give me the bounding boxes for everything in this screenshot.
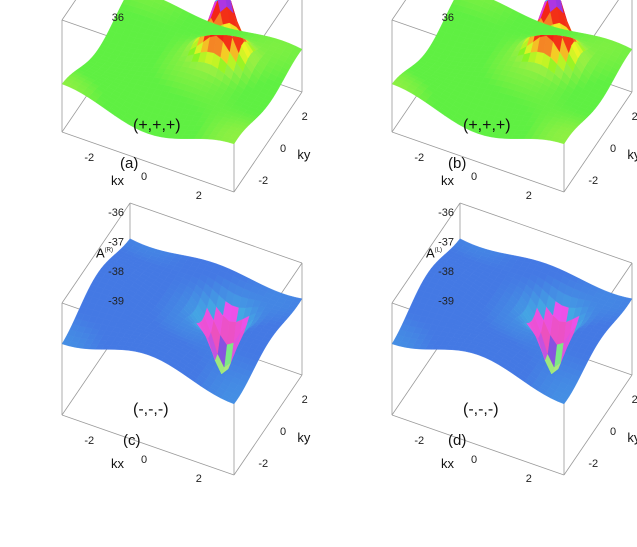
- panel-letter: (b): [448, 155, 466, 172]
- surface-cell: [461, 0, 470, 3]
- y-tick-label: 2: [302, 111, 308, 123]
- y-tick-label: -2: [588, 175, 598, 187]
- y-tick-label: -2: [588, 458, 598, 470]
- x-tick-label: 0: [141, 171, 147, 183]
- panel-letter: (a): [120, 155, 138, 172]
- z-tick-label: -38: [108, 266, 124, 278]
- surface-mesh: [391, 0, 633, 145]
- y-tick-label: 0: [280, 426, 286, 438]
- x-tick-label: 2: [526, 190, 532, 202]
- z-tick-label: -38: [438, 266, 454, 278]
- y-tick-label: 2: [632, 111, 637, 123]
- box-edge: [129, 202, 303, 264]
- x-tick-label: 0: [141, 454, 147, 466]
- surface-cell: [127, 238, 137, 246]
- surface-cell: [137, 0, 147, 5]
- surface-mesh: [391, 238, 633, 405]
- z-tick-label: -37: [108, 236, 124, 248]
- z-tick-label: -36: [438, 207, 454, 219]
- surface-mesh: [61, 238, 303, 405]
- x-tick-label: -2: [414, 152, 424, 164]
- x-tick-label: 2: [196, 473, 202, 485]
- x-tick-label: 0: [471, 454, 477, 466]
- x-tick-label: 2: [196, 190, 202, 202]
- box-edge: [233, 374, 303, 476]
- x-axis-label: kx: [111, 456, 125, 471]
- x-tick-label: 2: [526, 473, 532, 485]
- y-tick-label: 0: [610, 143, 616, 155]
- surface-cell: [153, 0, 164, 5]
- box-edge: [563, 374, 633, 476]
- panel-letter: (c): [123, 432, 141, 449]
- surface-cell: [121, 0, 132, 6]
- x-axis-label: kx: [111, 173, 125, 188]
- y-tick-label: 2: [632, 394, 637, 406]
- y-axis-label: ky: [627, 430, 637, 445]
- x-tick-label: -2: [84, 435, 94, 447]
- z-tick-label: -39: [108, 295, 124, 307]
- y-axis-label: ky: [297, 430, 311, 445]
- box-edge: [61, 131, 235, 193]
- box-edge: [61, 0, 77, 21]
- x-axis-label: kx: [441, 173, 455, 188]
- box-edge: [563, 91, 633, 193]
- z-tick-label: 36: [112, 12, 124, 24]
- surface-cell: [131, 0, 140, 3]
- sign-annotation: (+,+,+): [133, 117, 181, 134]
- y-tick-label: 2: [302, 394, 308, 406]
- box-edge: [391, 131, 565, 193]
- surface-cell: [149, 0, 155, 2]
- y-tick-label: -2: [258, 458, 268, 470]
- surface-mesh: [61, 0, 303, 145]
- x-tick-label: -2: [414, 435, 424, 447]
- z-tick-label: -37: [438, 236, 454, 248]
- y-tick-label: -2: [258, 175, 268, 187]
- surface-cell: [457, 238, 467, 246]
- surface-cell: [479, 0, 485, 2]
- z-tick-label: -39: [438, 295, 454, 307]
- y-tick-label: 0: [280, 143, 286, 155]
- sign-annotation: (-,-,-): [463, 401, 499, 418]
- box-edge: [459, 202, 633, 264]
- sign-annotation: (-,-,-): [133, 401, 169, 418]
- x-tick-label: 0: [471, 171, 477, 183]
- box-edge: [391, 202, 461, 304]
- z-axis-label-superscript: (L): [435, 247, 442, 253]
- surface-cell: [483, 0, 494, 5]
- box-edge: [391, 0, 407, 21]
- surface-panel: -36 -37 -38 -39 -2 0 2 -2 0 2 kx ky A(L) (-,-,-) (d): [391, 202, 637, 485]
- x-tick-label: -2: [84, 152, 94, 164]
- z-axis-label-superscript: (R): [105, 247, 113, 253]
- surface-cell: [467, 0, 477, 5]
- sign-annotation: (+,+,+): [463, 117, 511, 134]
- z-tick-label: 36: [442, 12, 454, 24]
- box-edge: [391, 414, 565, 476]
- box-edge: [233, 91, 303, 193]
- box-edge: [61, 202, 131, 304]
- y-axis-label: ky: [297, 147, 311, 162]
- x-axis-label: kx: [441, 456, 455, 471]
- box-edge: [61, 414, 235, 476]
- y-axis-label: ky: [627, 147, 637, 162]
- panel-letter: (d): [448, 432, 466, 449]
- surface-cell: [451, 0, 462, 6]
- y-tick-label: 0: [610, 426, 616, 438]
- z-axis-label: A(L): [426, 245, 442, 260]
- z-tick-label: -36: [108, 207, 124, 219]
